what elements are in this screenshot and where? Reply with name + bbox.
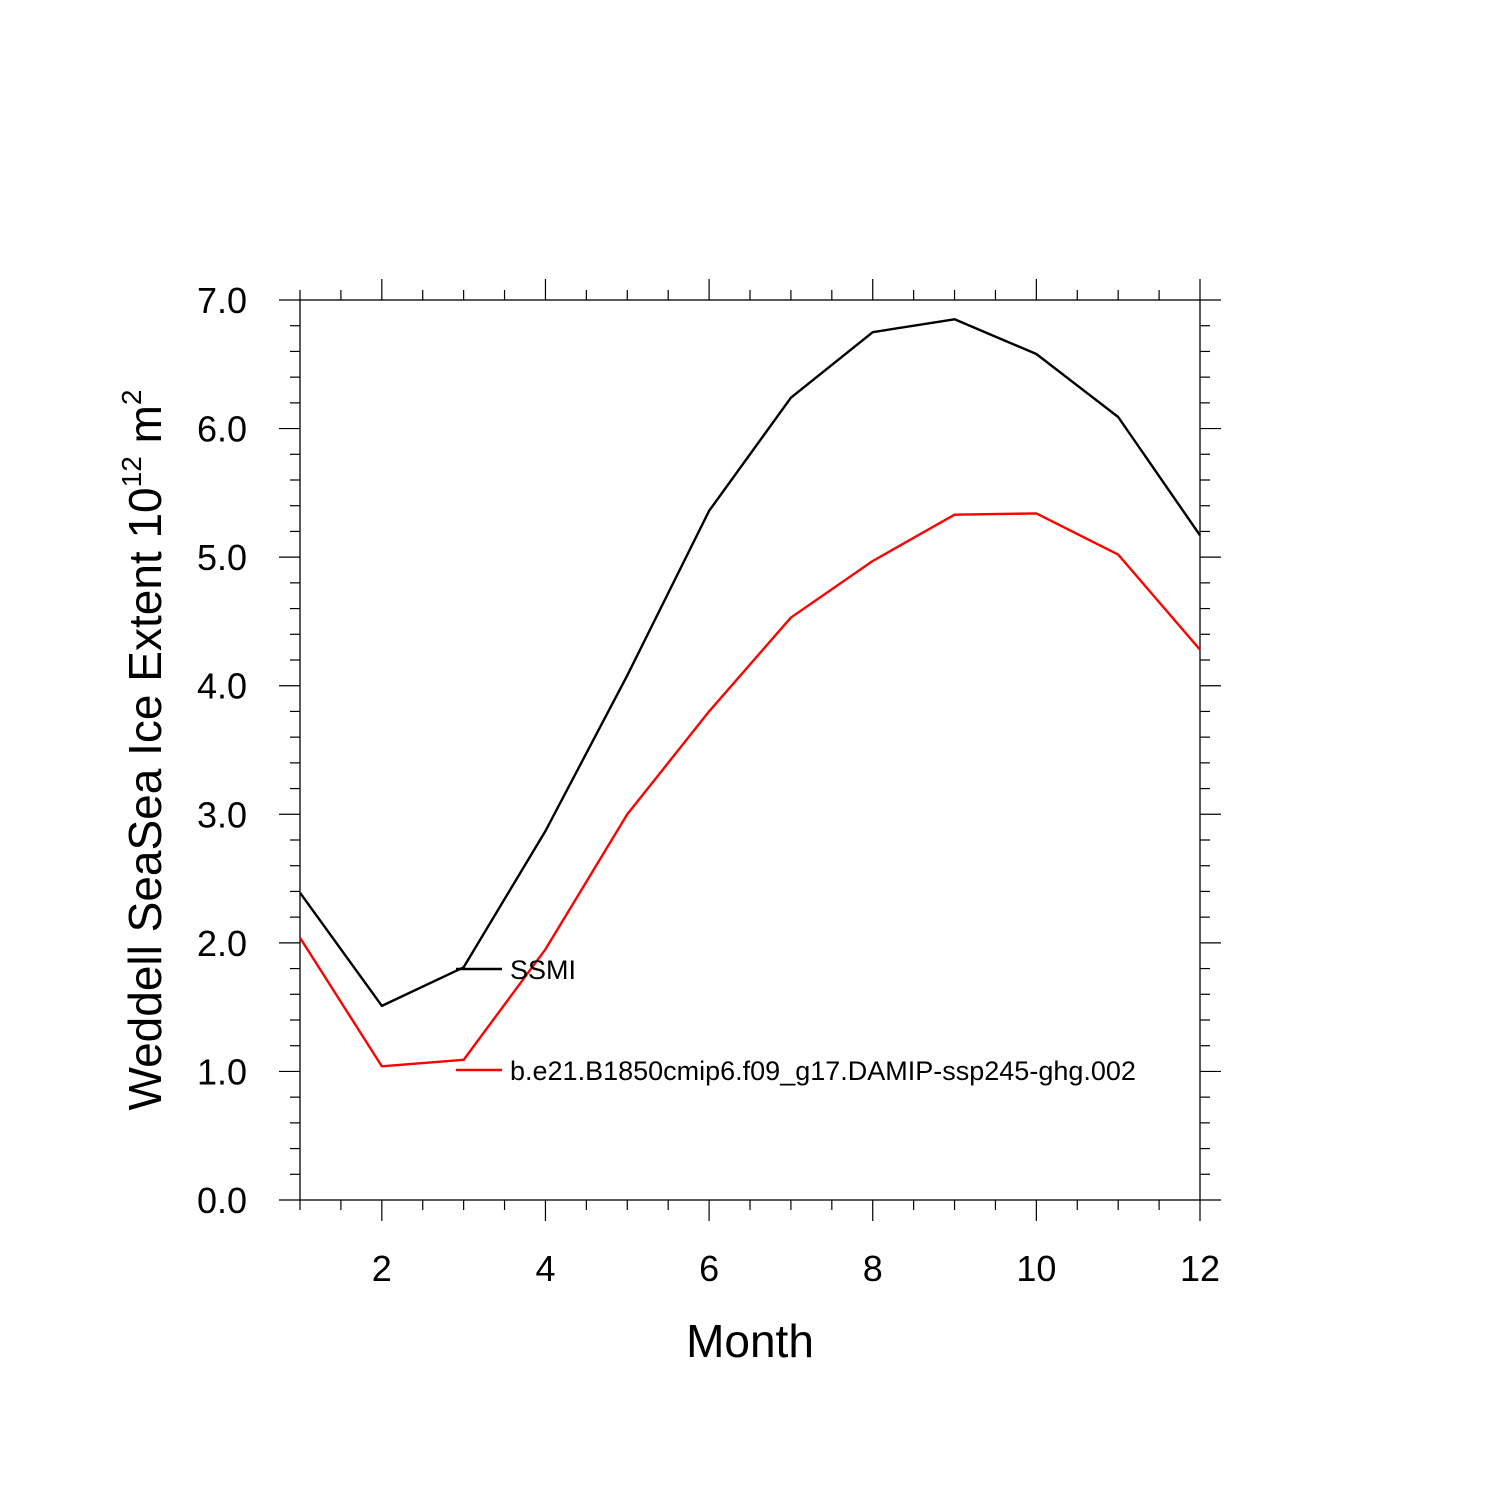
- y-tick-label: 1.0: [197, 1051, 247, 1092]
- y-axis-title-exponent: 12: [116, 456, 147, 487]
- x-tick-label: 12: [1180, 1248, 1220, 1289]
- y-axis-title-text: Weddell SeaSea Ice Extent 10: [119, 487, 171, 1110]
- y-tick-label: 7.0: [197, 280, 247, 321]
- y-tick-label: 0.0: [197, 1180, 247, 1221]
- x-tick-label: 10: [1016, 1248, 1056, 1289]
- legend: SSMI b.e21.B1850cmip6.f09_g17.DAMIP-ssp24…: [456, 955, 1136, 1086]
- y-axis-title: Weddell SeaSea Ice Extent 1012 m2: [116, 390, 171, 1111]
- x-tick-label: 6: [699, 1248, 719, 1289]
- legend-label: SSMI: [510, 955, 576, 985]
- axis-tick-labels: 2 4 6 8 10 12 0.0 1.0 2.0 3.0 4.0 5.0 6.0 7.0: [197, 280, 1220, 1289]
- y-tick-label: 2.0: [197, 923, 247, 964]
- data-series: [298, 318, 1201, 1068]
- y-tick-label: 6.0: [197, 409, 247, 450]
- x-tick-label: 8: [863, 1248, 883, 1289]
- x-tick-label: 4: [535, 1248, 555, 1289]
- x-axis-title: Month: [686, 1315, 814, 1367]
- y-axis-title-unit: m: [119, 405, 171, 456]
- series-line-2: [298, 512, 1201, 1068]
- legend-label: b.e21.B1850cmip6.f09_g17.DAMIP-ssp245-gh…: [510, 1056, 1136, 1086]
- y-tick-label: 5.0: [197, 537, 247, 578]
- y-axis-title-unit-exponent: 2: [116, 390, 147, 406]
- y-tick-label: 4.0: [197, 666, 247, 707]
- axis-ticks: [279, 279, 1221, 1221]
- x-tick-label: 2: [372, 1248, 392, 1289]
- series-line-1: [299, 318, 1201, 1008]
- y-tick-label: 3.0: [197, 794, 247, 835]
